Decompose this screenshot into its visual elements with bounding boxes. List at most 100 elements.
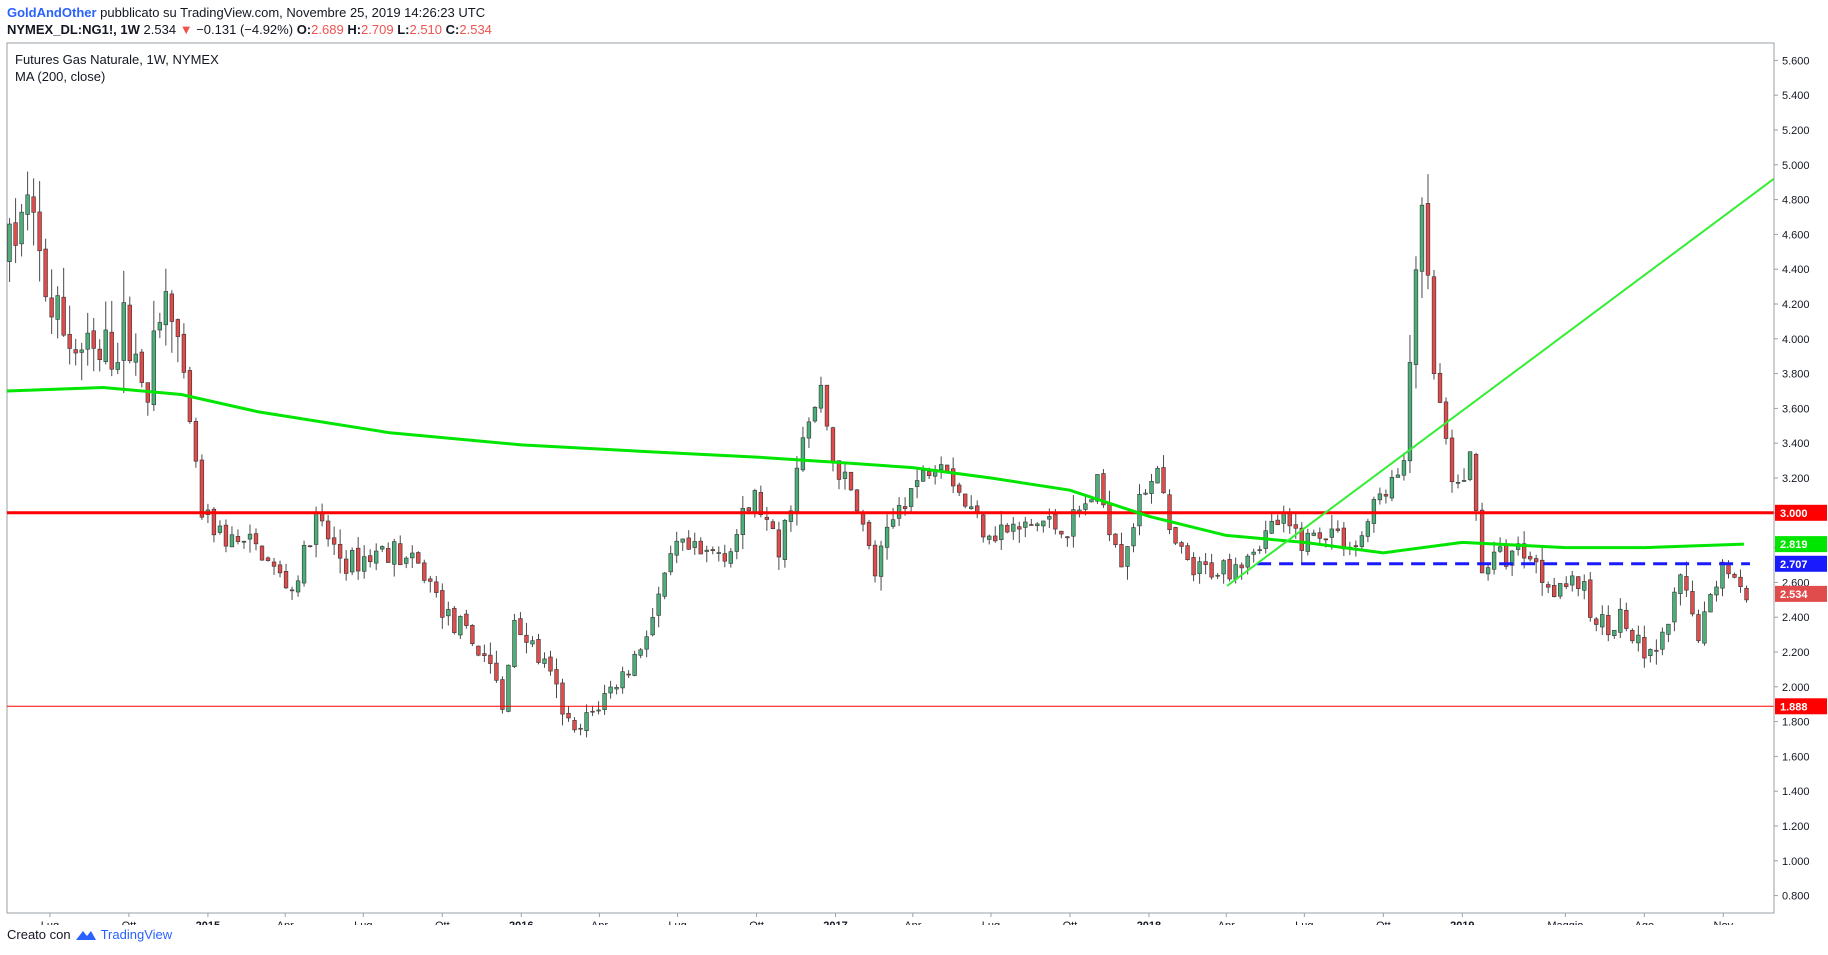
x-tick-label: 2019 <box>1450 920 1474 925</box>
candle-body <box>79 349 84 353</box>
y-tick-label: 5.400 <box>1782 90 1810 102</box>
candle-body <box>1413 269 1419 365</box>
candle-body <box>464 613 469 626</box>
y-tick-label: 2.200 <box>1782 647 1810 659</box>
candle-body <box>614 687 619 690</box>
candle-body <box>969 506 974 509</box>
open-value: 2.689 <box>311 22 344 37</box>
candle-body <box>584 712 589 732</box>
candle-body <box>800 437 806 471</box>
candle-body <box>1275 519 1280 526</box>
candle-body <box>1437 372 1443 403</box>
candle-body <box>1149 481 1154 494</box>
x-tick-label: Ott <box>122 920 137 925</box>
candle-body <box>692 541 697 548</box>
candle-body <box>1101 473 1106 506</box>
candle-body <box>368 555 373 563</box>
candle-body <box>632 653 637 676</box>
candle-body <box>1630 630 1635 642</box>
candle-body <box>650 617 655 636</box>
candle-body <box>283 570 289 589</box>
candle-body <box>884 526 890 548</box>
y-tick-label: 4.600 <box>1782 229 1810 241</box>
candle-body <box>1606 614 1611 636</box>
x-tick-label: Lug <box>982 920 1000 925</box>
candle-body <box>1708 594 1713 613</box>
candle-body <box>1035 523 1040 526</box>
candle-body <box>1059 530 1064 535</box>
publish-info: GoldAndOther pubblicato su TradingView.c… <box>7 5 485 20</box>
candle-body <box>458 616 463 636</box>
candle-body <box>1558 583 1563 597</box>
candle-body <box>758 492 764 515</box>
candle-body <box>1455 482 1461 484</box>
candle-body <box>806 421 812 439</box>
candle-body <box>1137 493 1142 527</box>
y-tick-label: 1.000 <box>1782 856 1810 868</box>
candle-body <box>277 564 283 574</box>
candle-body <box>1732 573 1737 578</box>
author-link[interactable]: GoldAndOther <box>7 5 97 20</box>
candle-body <box>945 464 950 472</box>
candle-body <box>1552 585 1557 597</box>
y-tick-label: 1.200 <box>1782 821 1810 833</box>
candle-body <box>854 489 860 512</box>
candle-body <box>1341 527 1347 550</box>
candle-body <box>1509 550 1515 566</box>
close-value: 2.534 <box>459 22 492 37</box>
candle-body <box>193 421 199 462</box>
tag-last-price-label: 2.534 <box>1780 589 1808 601</box>
candle-body <box>343 558 349 574</box>
candle-body <box>1239 564 1244 569</box>
candle-body <box>1203 561 1208 565</box>
footer: Creato con TradingView <box>7 927 172 942</box>
candle-body <box>73 349 78 354</box>
candle-body <box>349 550 355 573</box>
candle-body <box>404 557 409 564</box>
x-tick-label: Lug <box>354 920 372 925</box>
y-tick-label: 1.400 <box>1782 786 1810 798</box>
candle-body <box>1497 546 1503 552</box>
tradingview-logo-icon <box>75 930 96 940</box>
candle-body <box>1179 542 1184 547</box>
price-chart[interactable]: Futures Gas Naturale, 1W, NYMEX MA (200,… <box>0 0 1828 925</box>
candle-body <box>1660 631 1665 650</box>
candle-body <box>512 620 517 668</box>
y-tick-label: 1.600 <box>1782 751 1810 763</box>
candle-body <box>500 679 505 710</box>
candle-body <box>1473 453 1479 511</box>
candle-body <box>325 520 331 540</box>
candle-body <box>1425 203 1431 276</box>
candle-body <box>410 552 415 559</box>
candle-body <box>494 662 499 681</box>
tag-ma-bg <box>1775 536 1827 553</box>
candle-body <box>764 516 770 520</box>
candle-body <box>530 640 535 645</box>
high-label: H: <box>347 22 362 37</box>
low-value: 2.510 <box>409 22 443 37</box>
candle-body <box>1131 527 1136 547</box>
candle-body <box>422 562 427 581</box>
candle-body <box>1335 528 1340 531</box>
candle-body <box>1654 649 1659 652</box>
candle-body <box>1485 567 1491 575</box>
candle-body <box>680 538 685 543</box>
candle-body <box>668 553 673 573</box>
candle-body <box>674 540 679 556</box>
x-tick-label: Lug <box>1295 920 1313 925</box>
candle-body <box>1293 524 1298 529</box>
y-tick-label: 4.000 <box>1782 334 1810 346</box>
tag-dashed-label: 2.707 <box>1780 559 1808 571</box>
candle-body <box>1107 502 1112 536</box>
tradingview-brand[interactable]: TradingView <box>100 927 173 942</box>
candle-body <box>782 520 788 560</box>
candle-body <box>1648 649 1653 657</box>
tag-resistance-label: 3.000 <box>1780 508 1808 520</box>
y-tick-label: 5.000 <box>1782 160 1810 172</box>
candle-body <box>392 541 397 565</box>
candle-body <box>1299 527 1304 551</box>
candle-body <box>259 545 265 561</box>
candle-body <box>247 533 253 540</box>
candle-body <box>1401 460 1407 476</box>
candle-body <box>169 293 175 322</box>
